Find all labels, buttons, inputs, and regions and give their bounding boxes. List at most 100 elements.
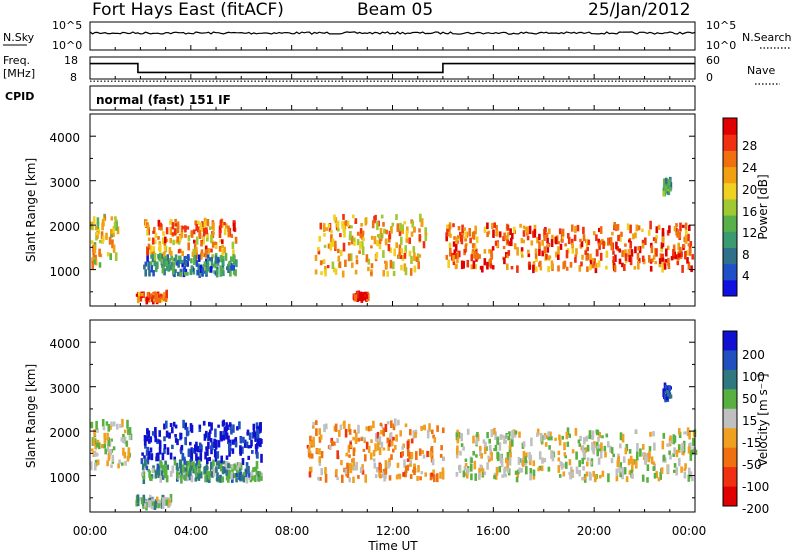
power-echo-4 [675,227,678,236]
power-echo-0 [112,230,115,238]
power-echo-4 [661,253,664,262]
velocity-echo-4 [482,439,486,444]
noise-right-tick-bottom: 10^0 [706,39,736,52]
power-echo-3 [341,221,344,229]
velocity-echo-1 [254,431,257,437]
power-echo-5 [150,295,153,299]
power-echo-4 [555,251,558,258]
power-echo-4 [469,237,472,244]
power-echo-4 [463,249,467,253]
velocity-echo-3 [378,470,381,477]
velocity-echo-2 [252,467,255,473]
velocity-echo-4 [607,441,610,448]
power-echo-4 [491,246,495,251]
power-echo-4 [464,231,468,239]
velocity-echo-3 [359,467,363,473]
power-echo-3 [359,228,363,237]
power-echo-0 [110,216,114,221]
power-echo-4 [453,249,457,256]
power-echo-1 [221,248,224,256]
velocity-echo-3 [312,425,315,429]
power-echo-2 [154,267,158,273]
power-echo-2 [144,269,147,277]
velocity-echo-3 [378,447,382,456]
power-echo-4 [520,250,524,255]
velocity-echo-1 [241,458,245,466]
power-echo-4 [507,250,511,256]
velocity-echo-0 [103,432,106,439]
velocity-echo-4 [507,436,511,441]
power-echo-6 [363,291,367,298]
velocity-echo-3 [397,419,400,426]
power-echo-3 [354,269,358,275]
velocity-echo-1 [206,457,209,465]
power-echo-4 [545,253,548,260]
velocity-echo-1 [217,440,221,448]
velocity-echo-1 [219,431,223,440]
velocity-echo-1 [208,432,211,441]
power-echo-4 [629,256,633,266]
velocity-echo-1 [187,448,191,457]
velocity-echo-3 [384,475,387,479]
velocity-echo-3 [382,427,385,437]
power-echo-4 [446,224,449,229]
velocity-echo-4 [545,435,549,440]
power-echo-3 [386,271,389,277]
power-cbar-tick-8: 8 [742,248,750,262]
velocity-echo-2 [255,460,259,469]
power-echo-4 [655,235,658,239]
velocity-echo-3 [374,474,378,479]
velocity-echo-4 [565,431,569,440]
power-echo-4 [491,222,494,230]
power-echo-2 [214,255,218,264]
velocity-echo-4 [647,452,650,457]
power-echo-2 [206,263,210,272]
velocity-echo-3 [353,465,356,471]
power-echo-2 [199,265,203,273]
velocity-colorbar-swatch-8 [723,486,737,507]
power-echo-2 [146,255,149,262]
power-echo-4 [587,239,591,246]
power-echo-0 [90,240,94,244]
power-echo-4 [456,258,459,264]
velocity-echo-4 [673,435,677,443]
power-echo-4 [617,234,620,241]
velocity-echo-2 [173,459,177,466]
power-echo-4 [495,225,498,231]
power-echo-4 [455,236,458,243]
power-echo-3 [406,226,409,234]
power-colorbar-frame [722,117,738,297]
velocity-echo-3 [392,448,395,453]
power-echo-1 [172,239,175,246]
power-echo-4 [641,255,645,262]
velocity-echo-3 [324,467,327,475]
velocity-echo-4 [581,476,584,481]
power-echo-4 [586,266,589,272]
velocity-echo-6 [668,385,671,391]
power-echo-1 [206,219,210,227]
velocity-echo-4 [641,474,645,482]
velocity-echo-1 [239,447,242,456]
power-echo-4 [539,266,543,271]
power-echo-2 [170,255,173,261]
velocity-echo-4 [466,468,470,475]
velocity-echo-4 [499,434,503,440]
velocity-echo-4 [520,467,524,473]
power-echo-4 [550,260,554,270]
velocity-echo-3 [417,465,420,473]
velocity-echo-4 [578,460,581,467]
velocity-echo-4 [466,428,470,435]
power-echo-4 [557,254,560,260]
velocity-echo-2 [140,472,144,477]
velocity-echo-3 [308,446,311,454]
power-echo-4 [609,237,613,246]
power-echo-4 [662,261,665,266]
velocity-echo-4 [543,435,546,440]
power-echo-4 [558,228,562,235]
power-echo-0 [112,244,116,253]
velocity-echo-4 [683,467,687,471]
velocity-echo-6 [663,393,667,401]
velocity-echo-1 [182,419,185,429]
velocity-echo-3 [394,444,397,450]
power-echo-3 [317,246,320,252]
